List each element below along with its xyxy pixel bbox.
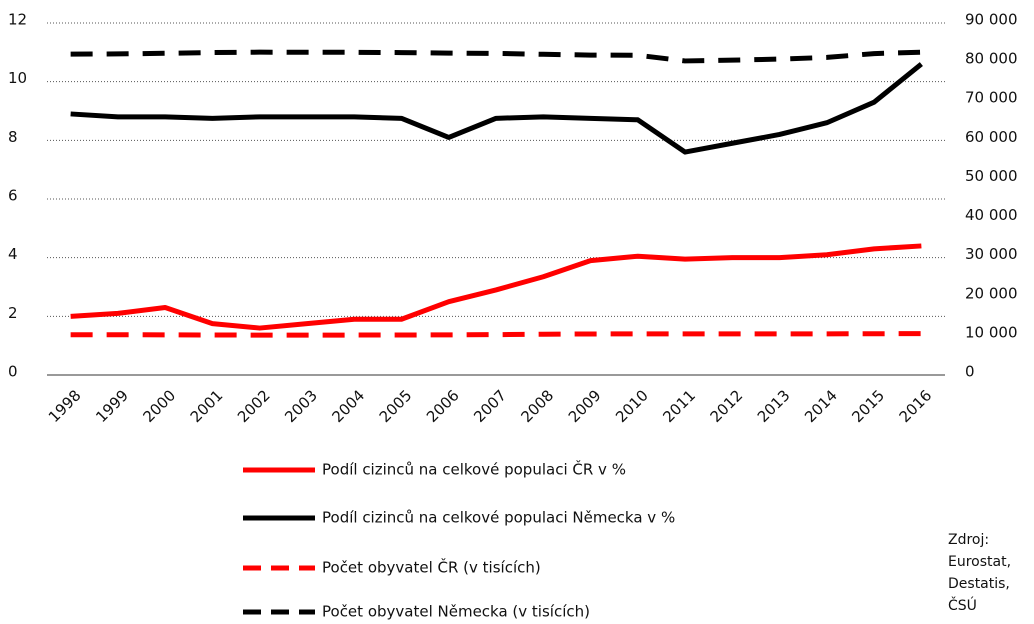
y2-tick-label: 40 000	[965, 206, 1018, 224]
legend-label: Počet obyvatel Německa (v tisících)	[322, 603, 590, 621]
y2-tick-label: 90 000	[965, 11, 1018, 29]
y-tick-label: 6	[8, 187, 18, 205]
y-tick-label: 0	[8, 363, 18, 381]
x-tick-label: 2003	[281, 386, 321, 426]
series-line	[70, 331, 922, 338]
x-tick-label: 2013	[754, 386, 794, 426]
y2-tick-label: 30 000	[965, 245, 1018, 263]
x-tick-label: 2000	[139, 386, 179, 426]
x-tick-label: 2011	[659, 386, 699, 426]
y2-tick-label: 50 000	[965, 167, 1018, 185]
source-note: Zdroj:	[948, 532, 989, 548]
x-tick-label: 2008	[518, 386, 558, 426]
y-tick-label: 2	[8, 304, 18, 322]
x-tick-label: 1999	[92, 386, 132, 426]
y-tick-label: 10	[8, 69, 27, 87]
x-tick-label: 2005	[376, 386, 416, 426]
legend-label: Podíl cizinců na celkové populaci Německ…	[322, 509, 675, 527]
x-tick-label: 2007	[470, 386, 510, 426]
series-line	[70, 62, 923, 155]
x-tick-label: 2006	[423, 386, 463, 426]
y2-tick-label: 0	[965, 363, 975, 381]
source-note: Destatis,	[948, 576, 1010, 592]
legend-label: Počet obyvatel ČR (v tisících)	[322, 558, 541, 577]
y2-tick-label: 60 000	[965, 128, 1018, 146]
series-line	[70, 49, 922, 64]
y2-tick-label: 20 000	[965, 284, 1018, 302]
y-tick-label: 8	[8, 128, 18, 146]
x-tick-label: 2001	[187, 386, 227, 426]
y2-tick-label: 80 000	[965, 50, 1018, 68]
series-line	[70, 243, 922, 331]
x-tick-label: 2016	[896, 386, 936, 426]
x-tick-label: 2004	[328, 386, 368, 426]
x-tick-label: 1998	[45, 386, 85, 426]
x-tick-label: 2012	[707, 386, 747, 426]
x-tick-label: 2015	[848, 386, 888, 426]
source-note: ČSÚ	[948, 596, 977, 614]
y2-tick-label: 10 000	[965, 323, 1018, 341]
source-note: Eurostat,	[948, 554, 1011, 570]
x-tick-label: 2002	[234, 386, 274, 426]
x-tick-label: 2014	[801, 386, 841, 426]
x-tick-label: 2010	[612, 386, 652, 426]
y-tick-label: 12	[8, 11, 27, 29]
y-tick-label: 4	[8, 245, 18, 263]
y2-tick-label: 70 000	[965, 89, 1018, 107]
legend-label: Podíl cizinců na celkové populaci ČR v %	[322, 460, 626, 479]
x-tick-label: 2009	[565, 386, 605, 426]
